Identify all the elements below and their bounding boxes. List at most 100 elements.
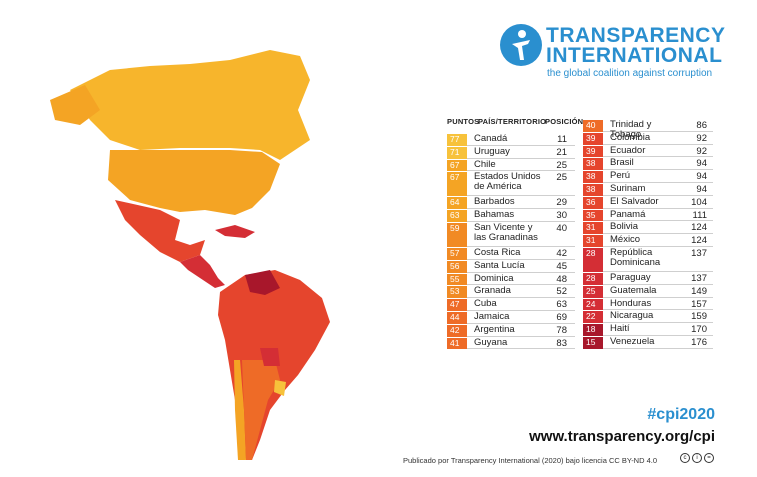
table-row: 25 Guatemala 149 [583,285,713,298]
score-cell: 31 [583,235,603,247]
cc-icon: c [680,453,690,463]
score-cell: 36 [583,196,603,209]
rank-cell: 69 [556,312,567,323]
nd-icon: = [704,453,714,463]
country-cell: Chile [474,158,496,170]
country-cell: Bolivia [610,221,638,233]
country-cell: Bahamas [474,209,515,221]
score-cell: 28 [583,273,603,285]
score-cell: 25 [583,285,603,298]
header-rank: POSICIÓN [545,117,584,126]
map-region-chile [234,360,246,460]
table-row: 38 Perú 94 [583,170,713,183]
rank-cell: 124 [691,235,707,247]
score-cell: 41 [447,337,467,350]
score-cell: 67 [447,159,467,172]
country-cell: Santa Lucía [474,259,525,271]
table-row: 44 Jamaica 69 [447,311,575,324]
rank-cell: 11 [557,134,567,145]
score-cell: 40 [583,120,603,132]
logo-line1: TRANSPARENCY [546,24,726,47]
table-row: 36 El Salvador 104 [583,196,713,209]
country-cell: Costa Rica [474,247,521,258]
country-cell: Panamá [610,208,646,220]
country-cell: Cuba [474,298,497,310]
map-region-central-america [180,255,225,288]
country-cell: Canadá [474,133,508,144]
header-country: PAÍS/TERRITORIO [478,117,547,126]
map-region-canada [70,50,310,160]
country-cell: República Dominicana [610,247,661,268]
rank-cell: 21 [556,146,567,158]
rank-cell: 48 [556,273,567,285]
score-cell: 57 [447,248,467,260]
rank-cell: 94 [696,171,707,183]
table-row: 31 Bolivia 124 [583,221,713,235]
country-cell: Trinidad y Tobago [610,119,652,140]
score-cell: 24 [583,298,603,311]
score-cell: 47 [447,299,467,311]
country-cell: Brasil [610,157,634,169]
table-row: 39 Ecuador 92 [583,145,713,158]
map-region-mexico [115,200,205,262]
country-cell: Colombia [610,131,651,143]
country-cell: Estados Unidos de América [474,171,541,193]
table-row: 67 Chile 25 [447,159,575,172]
table-row: 40 Trinidad y Tobago 86 [583,119,713,140]
table-row: 31 México 124 [583,234,713,247]
rank-cell: 42 [556,248,567,259]
table-row: 55 Dominica 48 [447,273,575,286]
table-row: 38 Surinam 94 [583,183,713,196]
header-score: PUNTOS [447,117,480,126]
map-region-argentina [242,360,280,460]
table-row: 28 República Dominicana 137 [583,247,713,272]
rank-cell: 111 [692,209,707,221]
rank-cell: 45 [556,260,567,272]
americas-map [50,50,330,460]
website-url[interactable]: www.transparency.org/cpi [529,428,715,445]
table-row: 47 Cuba 63 [447,298,575,311]
table-row: 42 Argentina 78 [447,324,575,337]
rank-cell: 176 [691,337,707,348]
score-cell: 39 [583,132,603,145]
country-cell: Jamaica [474,311,510,322]
score-cell: 38 [583,171,603,183]
score-cell: 28 [583,248,603,272]
rank-cell: 25 [556,159,567,171]
country-cell: Honduras [610,297,652,309]
rank-cell: 104 [691,196,707,208]
rank-cell: 92 [696,132,707,144]
rank-cell: 78 [556,324,567,336]
credit-text: Publicado por Transparency International… [403,456,658,465]
rank-cell: 29 [556,197,567,209]
ti-logo-icon [500,24,542,66]
country-cell: Guatemala [610,284,657,296]
table-row: 18 Haití 170 [583,323,713,336]
hashtag: #cpi2020 [647,406,715,423]
table-row: 71 Uruguay 21 [447,146,575,159]
score-cell: 38 [583,158,603,171]
score-cell: 59 [447,223,467,247]
map-region-caribbean [215,225,255,238]
rank-cell: 92 [696,145,707,157]
rank-cell: 83 [556,337,567,349]
country-cell: Paraguay [610,272,651,283]
country-cell: México [610,234,641,246]
score-cell: 42 [447,324,467,337]
map-region-uruguay [274,380,286,396]
table-row: 57 Costa Rica 42 [447,247,575,260]
score-cell: 55 [447,273,467,286]
score-cell: 63 [447,210,467,222]
table-row: 38 Brasil 94 [583,157,713,171]
table-row: 64 Barbados 29 [447,196,575,210]
rank-cell: 159 [691,311,707,323]
score-cell: 44 [447,312,467,324]
license-icons: c i = [680,453,714,463]
score-cell: 56 [447,260,467,273]
score-cell: 77 [447,134,467,146]
table-row: 63 Bahamas 30 [447,209,575,222]
score-cell: 38 [583,184,603,196]
table-row: 77 Canadá 11 [447,133,575,146]
rank-cell: 170 [691,324,707,336]
ti-logo: TRANSPARENCY INTERNATIONAL the global co… [500,22,730,82]
